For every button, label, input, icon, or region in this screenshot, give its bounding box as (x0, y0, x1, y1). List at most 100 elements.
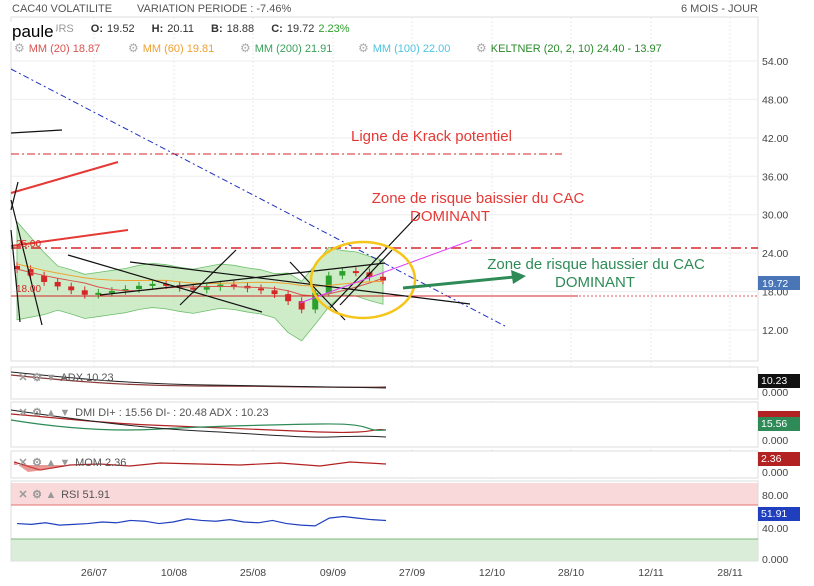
green-arrow-head (511, 270, 526, 284)
sub-tick-label: 0.000 (762, 467, 788, 479)
legend-ma20[interactable]: ⚙ MM (20) 18.87 (14, 41, 101, 55)
gear-icon[interactable]: ⚙ (358, 41, 369, 55)
dmi-adx-line (10, 409, 387, 438)
dmi-plus-tag: 15.56 (758, 417, 800, 431)
arrow-up-icon[interactable]: ▲ (45, 457, 57, 469)
candle-body (163, 283, 170, 286)
black-line (10, 199, 43, 326)
y-tick-label: 24.00 (762, 248, 788, 260)
gear-icon[interactable]: ⚙ (32, 407, 42, 419)
candle-body (122, 289, 129, 292)
close-value: 19.72 (286, 23, 315, 35)
candle-body (203, 287, 210, 290)
candle-body (258, 288, 264, 291)
di-minus-line (10, 413, 387, 433)
last-price-value: 19.72 (762, 278, 788, 290)
sub-tick-label: 80.00 (762, 490, 788, 502)
x-tick-label: 28/11 (717, 567, 743, 579)
gear-icon[interactable]: ⚙ (32, 489, 42, 501)
di-plus-line (10, 419, 387, 431)
rsi-label: RSI 51.91 (61, 489, 110, 501)
arrow-down-icon[interactable]: ▼ (59, 407, 71, 419)
legend-ma60[interactable]: ⚙ MM (60) 19.81 (128, 41, 215, 55)
arrow-down-icon[interactable]: ▼ (45, 372, 57, 384)
baissier-label-1: Zone de risque baissier du CAC (372, 190, 585, 207)
keltner-band (16, 220, 384, 342)
y-tick-label: 54.00 (762, 56, 788, 68)
adx-label: ADX 10.23 (60, 372, 114, 384)
close-icon[interactable]: ✕ (18, 372, 28, 384)
krack-label: Ligne de Krack potentiel (351, 128, 512, 145)
close-icon[interactable]: ✕ (18, 489, 28, 501)
rsi-controls: ✕ ⚙ ▲ RSI 51.91 (16, 488, 110, 501)
x-tick-label: 12/10 (479, 567, 505, 579)
red-trend-line (10, 161, 119, 194)
magenta-line (299, 239, 473, 304)
x-tick-label: 28/10 (558, 567, 584, 579)
black-line (10, 229, 21, 323)
open-value: 19.52 (107, 23, 135, 35)
candle-body (271, 290, 278, 295)
arrow-up-icon[interactable]: ▲ (45, 489, 57, 501)
dmi-minus-tag (758, 411, 800, 418)
mom-line (13, 461, 387, 471)
sub-tick-label: 0.000 (762, 554, 788, 566)
close-icon[interactable]: ✕ (18, 457, 28, 469)
candle-body (136, 285, 142, 290)
y-tick-label: 12.00 (762, 325, 788, 337)
gear-icon[interactable]: ⚙ (240, 41, 251, 55)
candle-body (81, 290, 88, 295)
candle-body (190, 287, 197, 290)
adx-controls: ✕ ⚙ ▼ ADX 10.23 (16, 371, 114, 384)
gear-icon[interactable]: ⚙ (128, 41, 139, 55)
x-tick-label: 27/09 (399, 567, 425, 579)
sub-tick-label: 0.000 (762, 435, 788, 447)
arrow-up-icon[interactable]: ▲ (45, 407, 57, 419)
baissier-label-2: DOMINANT (410, 208, 490, 225)
red-trend-line-2 (10, 229, 129, 247)
rsi-oversold-zone (11, 539, 758, 561)
mom-value-tag: 2.36 (758, 452, 800, 466)
dmi-controls: ✕ ⚙ ▲ ▼ DMI DI+ : 15.56 DI- : 20.48 ADX : 1… (16, 406, 269, 419)
haussier-label-2: DOMINANT (555, 274, 635, 291)
legend-ma200[interactable]: ⚙ MM (200) 21.91 (240, 41, 333, 55)
y-tick-label: 30.00 (762, 210, 788, 222)
gear-icon[interactable]: ⚙ (476, 41, 487, 55)
black-line (329, 212, 421, 309)
rsi-line (16, 515, 387, 527)
candle-body (325, 275, 332, 293)
legend-ma100[interactable]: ⚙ MM (100) 22.00 (358, 41, 451, 55)
sub-tick-label: 40.00 (762, 523, 788, 535)
candle-body (285, 294, 292, 302)
gear-icon[interactable]: ⚙ (32, 457, 42, 469)
mom-label: MOM 2.36 (75, 457, 127, 469)
x-tick-label: 09/09 (320, 567, 346, 579)
high-value: 20.11 (167, 23, 194, 35)
y-tick-label: 48.00 (762, 94, 788, 106)
candle-body (54, 281, 61, 287)
close-icon[interactable]: ✕ (18, 407, 28, 419)
change-value: 2.23% (318, 23, 350, 35)
legend-keltner[interactable]: ⚙ KELTNER (20, 2, 10) 24.40 - 13.97 (476, 41, 662, 55)
arrow-down-icon[interactable]: ▼ (59, 457, 71, 469)
gear-icon[interactable]: ⚙ (32, 372, 42, 384)
black-line (289, 261, 346, 321)
candle-body (149, 283, 156, 286)
candle-body (14, 265, 20, 270)
dmi-label: DMI DI+ : 15.56 DI- : 20.48 ADX : 10.23 (75, 407, 269, 419)
period-selector[interactable]: 6 MOIS - JOUR (680, 3, 758, 15)
adx-panel (10, 366, 759, 400)
rsi-value-tag: 51.91 (758, 507, 800, 521)
candle-body (312, 292, 319, 310)
low-value: 18.88 (226, 23, 255, 35)
sub-tick-label: 0.000 (762, 387, 788, 399)
downtrend-dashdot-line (10, 68, 506, 327)
instrument-title: CAC40 VOLATILITE (12, 3, 113, 15)
black-line (67, 254, 263, 313)
candle-body (298, 301, 305, 310)
x-tick-label: 10/08 (161, 567, 187, 579)
x-tick-label: 26/07 (81, 567, 107, 579)
gear-icon[interactable]: ⚙ (14, 41, 25, 55)
black-line-top (10, 129, 63, 134)
